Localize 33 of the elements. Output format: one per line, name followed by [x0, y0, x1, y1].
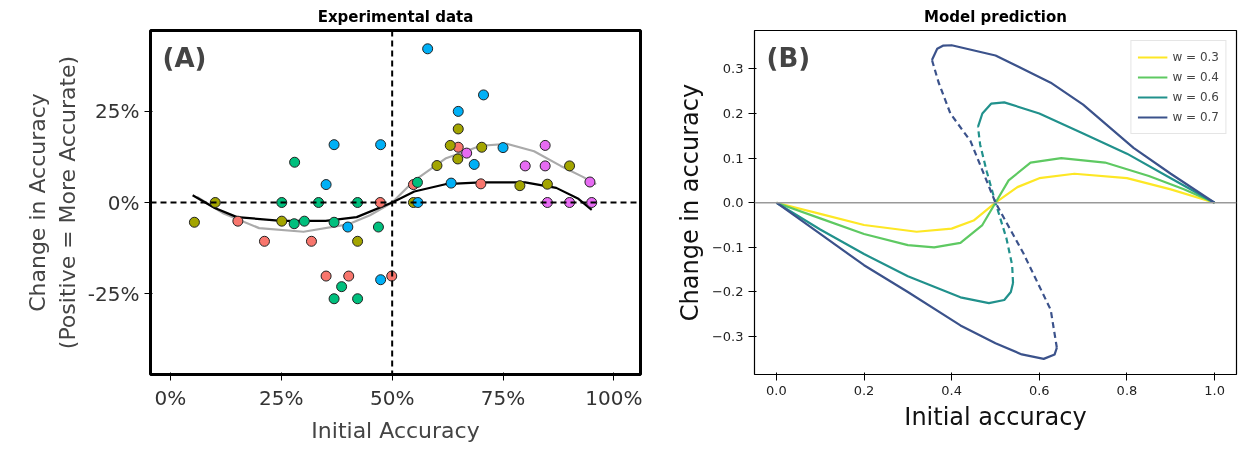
x-tick-label: 0% [154, 385, 187, 410]
y-tick-label: 0.3 [722, 61, 744, 77]
legend-label: w = 0.4 [1172, 70, 1219, 84]
x-tick-label: 75% [480, 385, 526, 410]
x-axis-title: Initial accuracy [904, 402, 1087, 431]
y-axis-title: Change in accuracy [675, 83, 704, 322]
legend-label: w = 0.6 [1172, 90, 1219, 104]
y-tick-label: -25% [87, 281, 140, 306]
y-tick-label: −0.3 [711, 329, 744, 345]
chart-title: Experimental data [317, 7, 474, 26]
y-tick-label: 25% [95, 99, 140, 124]
y-tick-label: 0.1 [722, 150, 744, 166]
chart-title: Model prediction [924, 7, 1067, 26]
x-tick-label: 0.6 [1028, 382, 1050, 398]
x-tick-label: 50% [369, 385, 415, 410]
x-tick-label: 0.8 [1116, 382, 1138, 398]
legend-label: w = 0.7 [1172, 110, 1219, 124]
y-tick-label: −0.1 [711, 239, 744, 255]
y-axis-title: Change in Accuracy (Positive = More Accurate) [24, 55, 80, 350]
x-tick-label: 0.4 [941, 382, 963, 398]
annotation: (A) [162, 42, 207, 73]
y-tick-label: 0.2 [722, 105, 744, 121]
y-tick-label: 0.0 [722, 195, 744, 211]
y-tick-label: 0% [107, 190, 140, 215]
x-tick-label: 0.0 [766, 382, 787, 398]
annotation: (B) [766, 42, 811, 73]
x-tick-label: 25% [259, 385, 304, 410]
y-tick-label: −0.2 [711, 284, 744, 300]
x-axis-title: Initial Accuracy [311, 417, 480, 443]
x-tick-label: 0.2 [853, 382, 875, 398]
legend-label: w = 0.3 [1172, 50, 1219, 64]
x-tick-label: 1.0 [1204, 382, 1225, 398]
x-tick-label: 100% [585, 385, 643, 410]
